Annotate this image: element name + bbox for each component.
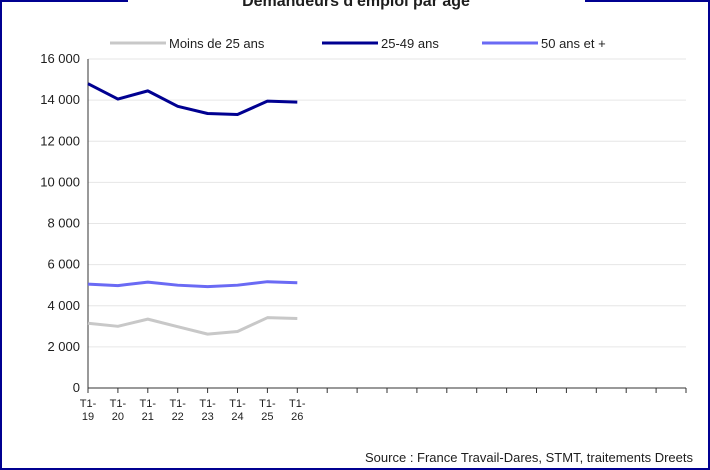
x-tick-label-box: T1-22 [169, 398, 186, 423]
source: Source : France Travail-Dares, STMT, tra… [365, 450, 693, 465]
x-tick-label: T1-25 [259, 398, 276, 423]
legend-label: 50 ans et + [541, 36, 606, 51]
x-tick-label-box: T1-23 [199, 398, 216, 423]
x-tick-label: T1-24 [229, 398, 246, 423]
x-tick-label-box: T1-26 [289, 398, 306, 423]
x-tick-label-box: T1-24 [229, 398, 246, 423]
x-tick-label-box: T1-21 [139, 398, 157, 423]
x-tick-label-box: T1-25 [259, 398, 276, 423]
y-tick-label: 0 [73, 380, 80, 395]
y-tick-label: 10 000 [40, 174, 80, 189]
x-tick-label: T1-22 [169, 398, 186, 423]
y-tick-label: 2 000 [47, 339, 80, 354]
y-tick-label: 16 000 [40, 51, 80, 66]
x-tick-label: T1-26 [289, 398, 306, 423]
chart-title: Demandeurs d'emploi par âge [242, 0, 470, 10]
y-tick-label: 12 000 [40, 133, 80, 148]
x-tick-label-box: T1-19 [79, 398, 97, 423]
line [87, 280, 298, 289]
line [87, 82, 298, 117]
legend-label: Moins de 25 ans [169, 36, 265, 51]
y-tick-label: 4 000 [47, 298, 80, 313]
x-tick-label-box: T1-20 [109, 398, 127, 423]
line [87, 316, 298, 336]
x-tick-label: T1-21 [139, 398, 157, 423]
y-tick-label: 8 000 [47, 216, 80, 231]
y-tick-label: 6 000 [47, 257, 80, 272]
x-tick-label: T1-20 [109, 398, 127, 423]
legend-label: 25-49 ans [381, 36, 439, 51]
x-tick-label: T1-23 [199, 398, 216, 423]
y-tick-label: 14 000 [40, 92, 80, 107]
x-tick-label: T1-19 [79, 398, 97, 423]
title-background [128, 0, 585, 6]
